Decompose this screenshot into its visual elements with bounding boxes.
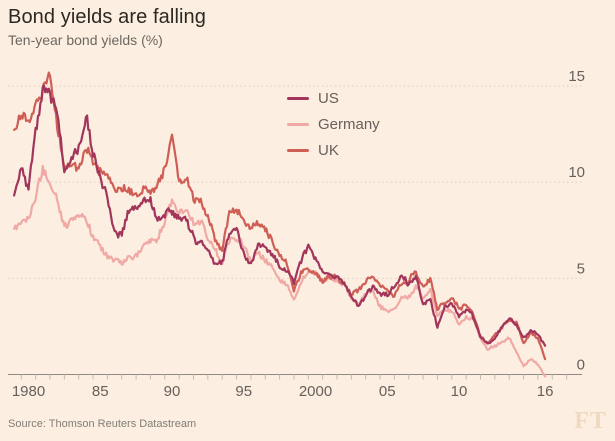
- series-line-us: [13, 84, 547, 347]
- x-tick-label-1990: 90: [164, 383, 181, 400]
- legend: US Germany UK: [287, 89, 380, 159]
- x-tick-label-2016: 16: [537, 383, 554, 400]
- legend-swatch-germany: [287, 122, 309, 126]
- legend-item-uk: UK: [287, 141, 380, 159]
- legend-swatch-us: [287, 96, 309, 100]
- source-note: Source: Thomson Reuters Datastream: [8, 418, 197, 430]
- x-tick-label-2010: 10: [451, 383, 468, 400]
- legend-label-uk: UK: [318, 141, 339, 159]
- y-tick-label-5: 5: [577, 260, 585, 277]
- chart-subtitle: Ten-year bond yields (%): [8, 32, 163, 48]
- y-tick-label-10: 10: [568, 164, 585, 181]
- x-tick-label-1995: 95: [235, 383, 252, 400]
- y-tick-label-15: 15: [568, 68, 585, 85]
- y-tick-label-0: 0: [577, 357, 585, 374]
- legend-item-us: US: [287, 89, 380, 107]
- x-tick-label-2000: 2000: [299, 383, 332, 400]
- legend-item-germany: Germany: [287, 115, 380, 133]
- series-line-germany: [13, 164, 547, 378]
- x-tick-label-2005: 05: [379, 383, 396, 400]
- x-tick-label-1985: 85: [92, 383, 109, 400]
- legend-swatch-uk: [287, 148, 309, 152]
- x-tick-label-1980: 1980: [12, 383, 45, 400]
- series-line-uk: [13, 71, 547, 361]
- ft-logo: FT: [574, 408, 607, 434]
- legend-label-us: US: [318, 89, 339, 107]
- chart-title: Bond yields are falling: [8, 6, 206, 28]
- legend-label-germany: Germany: [318, 115, 380, 133]
